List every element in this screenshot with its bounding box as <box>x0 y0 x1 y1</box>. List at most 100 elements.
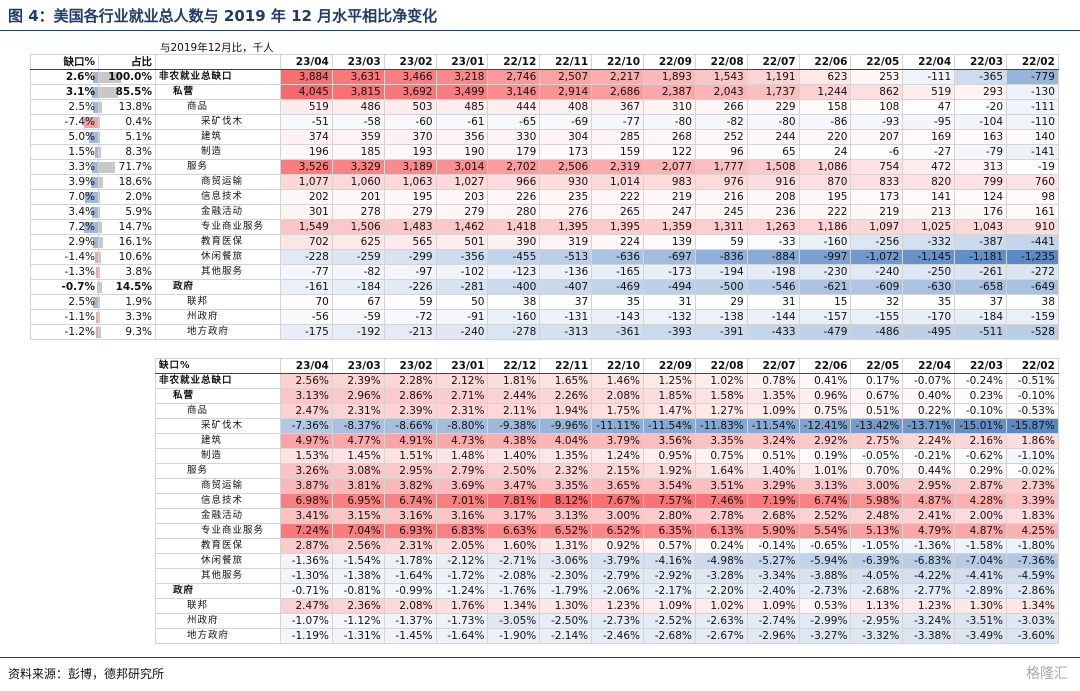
row-label: 私营 <box>155 388 281 404</box>
gap-cell: 3.9% <box>30 174 99 190</box>
value-cell: 4.87% <box>954 523 1008 539</box>
gap-text: -0.7% <box>61 281 95 293</box>
value-cell: 6.13% <box>694 523 748 539</box>
header-cell: 22/02 <box>1006 358 1059 374</box>
value-cell: 2.28% <box>383 373 437 389</box>
value-cell: -1.10% <box>1006 448 1059 464</box>
header-cell: 23/04 <box>280 358 333 374</box>
value-cell: -6.83% <box>902 553 956 569</box>
gap-cell: 2.5% <box>30 294 99 310</box>
share-cell: 1.9% <box>98 294 156 310</box>
share-cell: 13.8% <box>98 99 156 115</box>
value-cell: 2.95% <box>383 463 437 479</box>
value-cell: -111 <box>1006 99 1059 115</box>
value-cell: 195 <box>798 189 852 205</box>
value-cell: 1.27% <box>694 403 748 419</box>
value-cell: 0.67% <box>850 388 904 404</box>
value-cell: 2.05% <box>435 538 489 554</box>
value-cell: 5.98% <box>850 493 904 509</box>
data-row: 采矿伐木 -7.36% -8.37% -8.66% -8.80% -9.38% -9.96%… <box>155 418 1059 434</box>
value-cell: 1.94% <box>539 403 593 419</box>
share-cell: 71.7% <box>98 159 156 175</box>
value-cell: -2.95% <box>850 613 904 629</box>
source: 资料来源：彭博，德邦研究所 <box>8 667 165 681</box>
data-row: -1.2% 9.3% 地方政府 -175 -192 -213 -240 -278 -313 -36… <box>30 324 1059 340</box>
value-cell: 3,189 <box>383 159 437 175</box>
value-cell: -69 <box>539 114 593 130</box>
value-cell: 1,893 <box>643 69 696 85</box>
gap-bar <box>84 192 98 203</box>
value-cell: -1.31% <box>331 628 385 644</box>
share-text: 71.7% <box>118 161 152 173</box>
value-cell: -2.50% <box>539 613 593 629</box>
value-cell: -0.51% <box>1006 373 1059 389</box>
share-cell: 9.3% <box>98 324 156 340</box>
value-cell: -77 <box>591 114 645 130</box>
value-cell: -8.66% <box>383 418 437 434</box>
value-cell: -1.73% <box>435 613 489 629</box>
share-cell: 0.4% <box>98 114 156 130</box>
value-cell: -0.21% <box>902 448 956 464</box>
value-cell: -0.07% <box>902 373 956 389</box>
value-cell: 2.12% <box>435 373 489 389</box>
value-cell: -1.54% <box>331 553 385 569</box>
value-cell: 1.65% <box>539 373 593 389</box>
value-cell: 1.24% <box>591 448 645 464</box>
value-cell: 1.01% <box>798 463 852 479</box>
value-cell: -2.17% <box>643 583 696 599</box>
value-cell: 0.95% <box>643 448 696 464</box>
value-cell: -0.14% <box>746 538 800 554</box>
gap-text: 1.5% <box>68 146 95 158</box>
value-cell: 862 <box>850 84 904 100</box>
value-cell: -3.05% <box>487 613 541 629</box>
gap-bar <box>93 102 98 113</box>
value-cell: -3.60% <box>1006 628 1059 644</box>
row-label: 商品 <box>155 403 281 419</box>
data-row: 专业商业服务 7.24% 7.04% 6.93% 6.83% 6.63% 6.52% 6.52… <box>155 523 1059 539</box>
value-cell: 2.39% <box>383 403 437 419</box>
value-cell: 3.26% <box>280 463 333 479</box>
value-cell: -104 <box>954 114 1008 130</box>
value-cell: -0.99% <box>383 583 437 599</box>
value-cell: -2.20% <box>694 583 748 599</box>
value-cell: 0.51% <box>746 448 800 464</box>
value-cell: -102 <box>435 264 489 280</box>
value-cell: 35 <box>591 294 645 310</box>
watermark: 格隆汇 <box>1026 666 1068 682</box>
gap-text: 5.0% <box>68 131 95 143</box>
value-cell: -3.49% <box>954 628 1008 644</box>
gap-text: 2.5% <box>68 101 95 113</box>
value-cell: 3.16% <box>383 508 437 524</box>
value-cell: 4.91% <box>383 433 437 449</box>
row-label: 信息技术 <box>155 493 281 509</box>
value-cell: -111 <box>902 69 956 85</box>
value-cell: 1.45% <box>331 448 385 464</box>
header-row: 缺口% 23/04 23/03 23/02 23/01 22/12 22/11 22/10 22… <box>155 358 1059 374</box>
value-cell: -4.16% <box>643 553 696 569</box>
value-cell: 2,077 <box>643 159 696 175</box>
value-cell: 0.53% <box>798 598 852 614</box>
value-cell: -356 <box>435 249 489 265</box>
value-cell: -3.24% <box>902 613 956 629</box>
value-cell: 0.23% <box>954 388 1008 404</box>
row-label: 采矿伐木 <box>155 114 281 130</box>
value-cell: -250 <box>902 264 956 280</box>
value-cell: 2.16% <box>954 433 1008 449</box>
value-cell: 1.75% <box>591 403 645 419</box>
value-cell: -2.77% <box>902 583 956 599</box>
value-cell: 2.31% <box>331 403 385 419</box>
data-row: 地方政府 -1.19% -1.31% -1.45% -1.64% -1.90% -2.14%… <box>155 628 1059 644</box>
footer-rule <box>0 657 1080 658</box>
value-cell: -407 <box>539 279 593 295</box>
value-cell: -11.54% <box>746 418 800 434</box>
value-cell: 7.81% <box>487 493 541 509</box>
share-text: 1.9% <box>125 296 152 308</box>
header-cell: 22/07 <box>746 54 800 70</box>
gap-cell: -7.4% <box>30 114 99 130</box>
value-cell: 4.77% <box>331 433 385 449</box>
value-cell: -3.88% <box>798 568 852 584</box>
gap-bar <box>95 252 98 263</box>
value-cell: 0.19% <box>798 448 852 464</box>
value-cell: 1,543 <box>694 69 748 85</box>
share-text: 14.5% <box>115 281 152 293</box>
